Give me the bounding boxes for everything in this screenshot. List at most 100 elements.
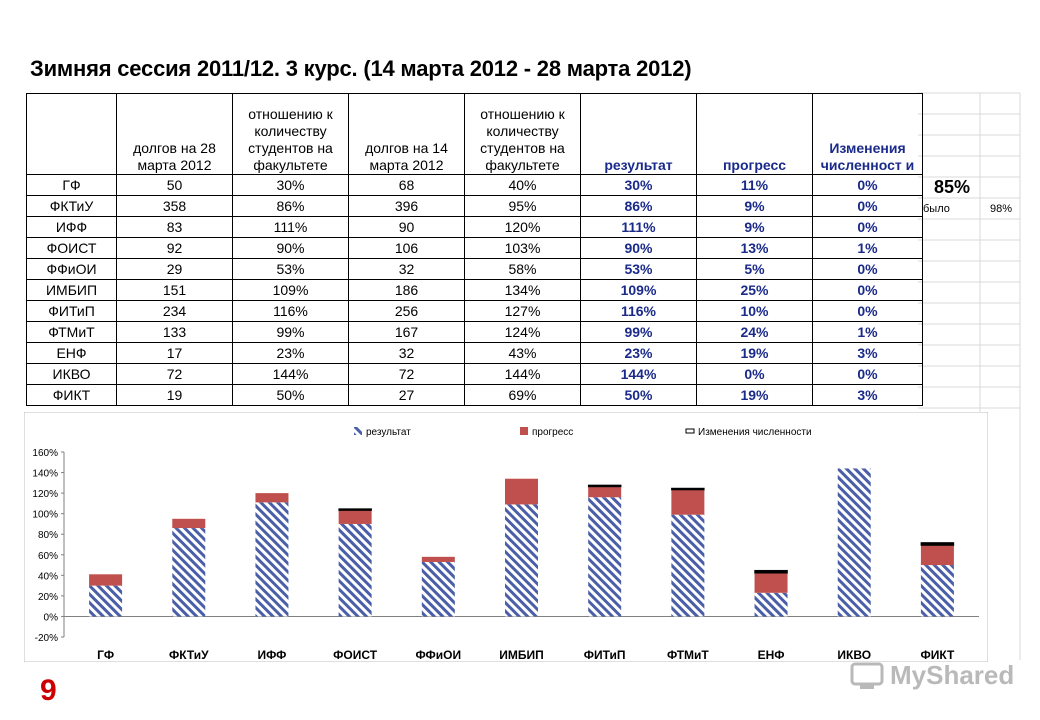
table-cell: 234	[116, 300, 233, 322]
x-axis: ГФ ФКТиУ ИФФ ФОИСТ ФФиОИ ИМБИП ФИТиП ФТМиТ ЕНФ ИК…	[97, 648, 955, 662]
column-header-5: результат	[580, 93, 697, 175]
table-row: ЕНФ 17 23% 32 43% 23% 19% 3%	[26, 342, 923, 364]
bar-change	[754, 569, 788, 574]
table-cell: 30%	[232, 174, 349, 196]
table-cell: 5%	[696, 258, 813, 280]
bar-result	[255, 502, 289, 617]
table-cell: 19%	[696, 342, 813, 364]
y-tick-label: -20%	[35, 633, 58, 644]
column-header-7: Изменения численност и	[812, 93, 923, 175]
table-cell: 116%	[232, 300, 349, 322]
table-cell: 50%	[232, 384, 349, 406]
x-tick-label: ИМБИП	[499, 648, 544, 662]
table-cell: 72	[116, 363, 233, 385]
table-cell: 17	[116, 342, 233, 364]
bar-result	[588, 497, 622, 617]
table-cell: 3%	[812, 342, 923, 364]
x-tick-label: ИФФ	[257, 648, 286, 662]
table-cell: 53%	[580, 258, 697, 280]
table-cell: 23%	[580, 342, 697, 364]
bar-change	[587, 484, 622, 488]
table-cell: 124%	[464, 321, 581, 343]
x-tick-label: ГФ	[97, 648, 114, 662]
table-cell: 92	[116, 237, 233, 259]
bar-change	[920, 542, 955, 546]
table-cell: ФОИСТ	[26, 237, 117, 259]
table-cell: ИМБИП	[26, 279, 117, 301]
table-cell: 86%	[580, 195, 697, 217]
bar-result	[338, 523, 372, 617]
table-cell: 144%	[580, 363, 697, 385]
table-cell: 0%	[812, 300, 923, 322]
side-percent: 85%	[934, 177, 971, 197]
table-header-row: долгов на 28 марта 2012 отношению к колич…	[26, 93, 923, 175]
table-cell: 396	[348, 195, 465, 217]
table-cell: ФФиОИ	[26, 258, 117, 280]
chart-legend: результат прогресс Изменения численности	[354, 427, 812, 438]
table-cell: ГФ	[26, 174, 117, 196]
legend-swatch	[685, 428, 695, 434]
table-cell: 0%	[696, 363, 813, 385]
legend-label: Изменения численности	[698, 427, 812, 438]
bar-result	[837, 468, 871, 617]
bar-progress	[754, 573, 788, 593]
column-header-3: долгов на 14 марта 2012	[348, 93, 465, 175]
x-tick-label: ФИКТ	[920, 648, 954, 662]
table-cell: 99%	[232, 321, 349, 343]
table-cell: 13%	[696, 237, 813, 259]
table-cell: 358	[116, 195, 233, 217]
column-header-0	[26, 93, 117, 175]
bar-progress	[505, 478, 538, 505]
results-table: долгов на 28 марта 2012 отношению к колич…	[26, 93, 923, 406]
stacked-bar-chart: результат прогресс Изменения численности 1…	[24, 412, 988, 662]
bar-result	[671, 514, 705, 617]
x-tick-label: ФОИСТ	[333, 648, 378, 662]
watermark-text: MyShared	[890, 660, 1015, 690]
bar-result	[89, 585, 123, 617]
x-tick-label: ФКТиУ	[169, 648, 209, 662]
legend-label: прогресс	[532, 427, 573, 438]
x-tick-label: ФТМиТ	[667, 648, 709, 662]
table-cell: 0%	[812, 174, 923, 196]
table-cell: 83	[116, 216, 233, 238]
y-tick-label: 120%	[32, 489, 58, 500]
table-cell: 32	[348, 258, 465, 280]
table-cell: 1%	[812, 321, 923, 343]
y-tick-label: 20%	[38, 592, 58, 603]
table-cell: ФКТиУ	[26, 195, 117, 217]
table-cell: 256	[348, 300, 465, 322]
table-cell: 99%	[580, 321, 697, 343]
bar-progress	[588, 486, 622, 498]
table-cell: 25%	[696, 279, 813, 301]
y-tick-label: 100%	[32, 510, 58, 521]
table-cell: 50	[116, 174, 233, 196]
slide-number: 9	[40, 674, 57, 707]
bar-result	[920, 565, 954, 617]
table-cell: 127%	[464, 300, 581, 322]
table-cell: 186	[348, 279, 465, 301]
table-cell: 109%	[232, 279, 349, 301]
table-cell: 69%	[464, 384, 581, 406]
table-row: ФИТиП 234 116% 256 127% 116% 10% 0%	[26, 300, 923, 322]
bar-result	[421, 561, 455, 617]
table-cell: 24%	[696, 321, 813, 343]
table-cell: 0%	[812, 258, 923, 280]
table-row: ИФФ 83 111% 90 120% 111% 9% 0%	[26, 216, 923, 238]
legend-label: результат	[366, 427, 411, 438]
table-cell: 30%	[580, 174, 697, 196]
page-title: Зимняя сессия 2011/12. 3 курс. (14 марта…	[30, 56, 692, 81]
table-cell: 40%	[464, 174, 581, 196]
table-cell: ФИТиП	[26, 300, 117, 322]
bar-result	[754, 592, 788, 617]
table-cell: ИКВО	[26, 363, 117, 385]
table-cell: 32	[348, 342, 465, 364]
table-cell: 3%	[812, 384, 923, 406]
table-cell: ФИКТ	[26, 384, 117, 406]
bar-change	[338, 508, 372, 511]
table-cell: 167	[348, 321, 465, 343]
table-row: ФИКТ 19 50% 27 69% 50% 19% 3%	[26, 384, 923, 406]
table-cell: 43%	[464, 342, 581, 364]
table-cell: 103%	[464, 237, 581, 259]
y-tick-label: 80%	[38, 530, 58, 541]
x-tick-label: ФИТиП	[584, 648, 626, 662]
